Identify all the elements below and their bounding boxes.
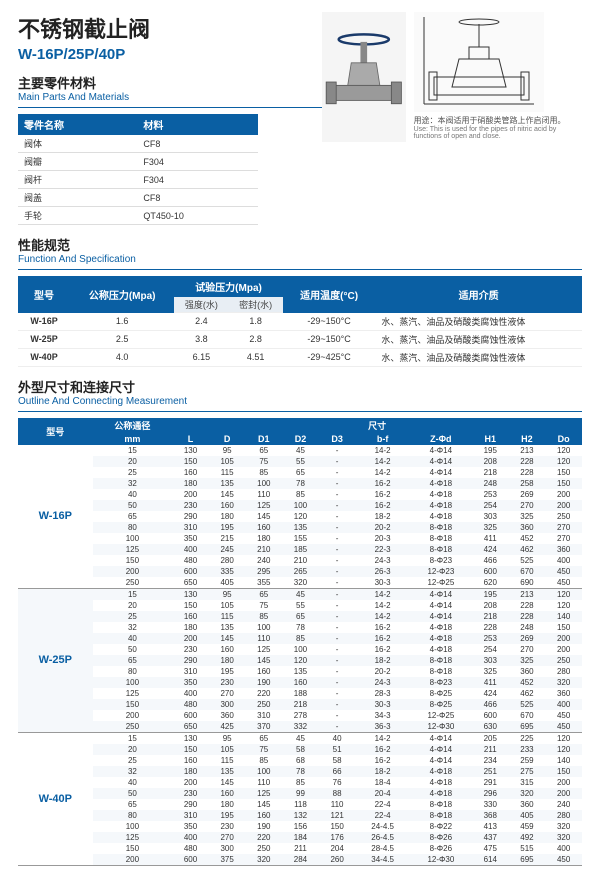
table-row: 阀杆F304	[18, 171, 258, 189]
table-row: 3218013510078-16-24-Φ18248258150	[18, 478, 582, 489]
table-row: 200600335295265-26-312-Φ23600670450	[18, 566, 582, 577]
section-parts-en: Main Parts And Materials	[18, 92, 322, 103]
page-title-cn: 不锈钢截止阀	[18, 12, 322, 44]
spec-col-press: 公称压力(Mpa)	[70, 276, 174, 313]
dim-col-size: 尺寸	[172, 418, 582, 433]
spec-sub-seal: 密封(水)	[229, 297, 283, 313]
spec-table: 型号 公称压力(Mpa) 试验压力(Mpa) 适用温度(°C) 适用介质 强度(…	[18, 276, 582, 367]
table-row: 125400245210185-22-38-Φ18424462360	[18, 544, 582, 555]
dim-col-zd: Z-Φd	[410, 433, 472, 445]
valve-diagram	[414, 12, 544, 112]
spec-col-model: 型号	[18, 276, 70, 313]
parts-table: 零件名称 材料 阀体CF8阀瓣F304阀杆F304阀盖CF8手轮QT450-10	[18, 114, 258, 225]
table-row: 阀盖CF8	[18, 189, 258, 207]
dim-col-D3: D3	[319, 433, 356, 445]
section-dim-en: Outline And Connecting Measurement	[18, 396, 582, 407]
table-row: 20060037532028426034-4.512-Φ30614695450	[18, 854, 582, 866]
table-row: 4020014511085-16-24-Φ18253269200	[18, 633, 582, 644]
table-row: 150480300250218-30-38-Φ25466525400	[18, 699, 582, 710]
table-row: 10035023019015615024-4.58-Φ22413459320	[18, 821, 582, 832]
dim-col-L: L	[172, 433, 209, 445]
section-spec-en: Function And Specification	[18, 254, 582, 265]
spec-sub-starch: 强度(水)	[174, 297, 228, 313]
table-row: W-16P1.62.41.8-29~150°C水、蒸汽、油品及硝酸类腐蚀性液体	[18, 313, 582, 331]
table-row: 250650405355320-30-312-Φ25620690450	[18, 577, 582, 589]
table-row: 8031019516013212122-48-Φ18368405280	[18, 810, 582, 821]
table-row: 6529018014511811022-48-Φ18330360240	[18, 799, 582, 810]
dim-col-D2: D2	[282, 433, 319, 445]
table-row: 80310195160135-20-28-Φ18325360280	[18, 666, 582, 677]
section-parts-cn: 主要零件材料	[18, 73, 322, 92]
use-note-cn: 用途：本阀适用于硝酸类管路上作启闭用。	[414, 116, 582, 126]
parts-col-mat: 材料	[137, 114, 258, 135]
table-row: 50230160125100-16-24-Φ18254270200	[18, 644, 582, 655]
table-row: 32180135100786618-24-Φ18251275150	[18, 766, 582, 777]
table-row: W-40P151309565454014-24-Φ14205225120	[18, 732, 582, 744]
table-row: 阀体CF8	[18, 135, 258, 153]
valve-photo	[322, 12, 406, 142]
table-row: 50230160125100-16-24-Φ18254270200	[18, 500, 582, 511]
table-row: W-25P2.53.82.8-29~150°C水、蒸汽、油品及硝酸类腐蚀性液体	[18, 330, 582, 348]
dim-col-model: 型号	[18, 418, 93, 445]
table-row: 200600360310278-34-312-Φ25600670450	[18, 710, 582, 721]
table-row: 80310195160135-20-28-Φ18325360270	[18, 522, 582, 533]
table-row: 阀瓣F304	[18, 153, 258, 171]
spec-col-temp: 适用温度(°C)	[283, 276, 376, 313]
table-row: 2516011585685816-24-Φ14234259140	[18, 755, 582, 766]
table-row: 4020014511085-16-24-Φ18253269200	[18, 489, 582, 500]
dim-col-dn: 公称通径	[93, 418, 173, 433]
spec-col-test: 试验压力(Mpa)	[174, 276, 283, 297]
table-row: 250650425370332-36-312-Φ30630695450	[18, 721, 582, 733]
table-row: 手轮QT450-10	[18, 207, 258, 225]
section-dim-cn: 外型尺寸和连接尺寸	[18, 377, 582, 396]
dim-col-D: D	[209, 433, 246, 445]
table-row: 201501057555-14-24-Φ14208228120	[18, 600, 582, 611]
dim-col-mm: mm	[93, 433, 173, 445]
table-row: W-16P15130956545-14-24-Φ14195213120	[18, 445, 582, 456]
table-row: W-40P4.06.154.51-29~425°C水、蒸汽、油品及硝酸类腐蚀性液…	[18, 348, 582, 366]
use-note-en: Use: This is used for the pipes of nitri…	[414, 126, 582, 140]
dim-col-H2: H2	[509, 433, 546, 445]
section-spec-cn: 性能规范	[18, 235, 582, 254]
table-row: 125400270220188-28-38-Φ25424462360	[18, 688, 582, 699]
table-row: 65290180145120-18-24-Φ18303325250	[18, 511, 582, 522]
table-row: 3218013510078-16-24-Φ18228248150	[18, 622, 582, 633]
table-row: 201501057555-14-24-Φ14208228120	[18, 456, 582, 467]
dim-col-bf: b-f	[355, 433, 409, 445]
table-row: 150480280240210-24-38-Φ23466525400	[18, 555, 582, 566]
spec-col-media: 适用介质	[375, 276, 582, 313]
table-row: 100350230190160-24-38-Φ23411452320	[18, 677, 582, 688]
table-row: W-25P15130956545-14-24-Φ14195213120	[18, 588, 582, 600]
dim-col-H1: H1	[472, 433, 509, 445]
dim-col-D1: D1	[245, 433, 282, 445]
table-row: 15048030025021120428-4.58-Φ26475515400	[18, 843, 582, 854]
table-row: 12540027022018417626-4.58-Φ26437492320	[18, 832, 582, 843]
table-row: 251601158565-14-24-Φ14218228150	[18, 467, 582, 478]
table-row: 50230160125998820-44-Φ18296320200	[18, 788, 582, 799]
parts-col-name: 零件名称	[18, 114, 137, 135]
table-row: 251601158565-14-24-Φ14218228140	[18, 611, 582, 622]
table-row: 65290180145120-18-28-Φ18303325250	[18, 655, 582, 666]
table-row: 2015010575585116-24-Φ14211233120	[18, 744, 582, 755]
table-row: 100350215180155-20-38-Φ18411452270	[18, 533, 582, 544]
page-title-model: W-16P/25P/40P	[18, 46, 322, 63]
dim-col-Do: Do	[545, 433, 582, 445]
table-row: 40200145110857618-44-Φ18291315200	[18, 777, 582, 788]
dim-table: 型号 公称通径 尺寸 mm L D D1 D2 D3 b-f Z-Φd H1 H…	[18, 418, 582, 866]
